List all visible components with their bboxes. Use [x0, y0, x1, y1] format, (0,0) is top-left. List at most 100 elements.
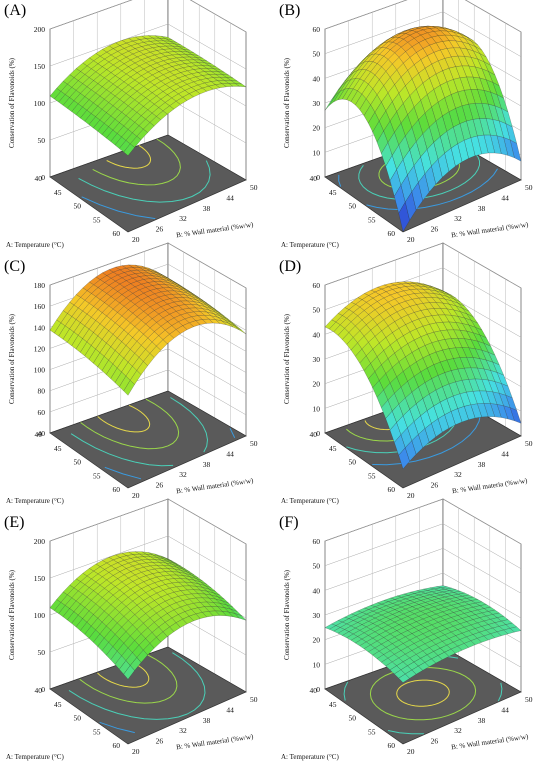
z-tick-label: 0	[41, 173, 45, 182]
z-tick-label: 150	[34, 62, 46, 71]
response-surface	[324, 585, 522, 683]
wall-gridline	[324, 11, 444, 54]
panel-c: 40 60 80 100 120 140 160 180 Conservation of Fla…	[0, 242, 275, 511]
x-tick-label: 50	[74, 202, 82, 211]
y-tick-label: 32	[454, 726, 462, 735]
z-axis-label: Conservation of Flavonoids (%)	[283, 57, 291, 148]
y-tick-label: 38	[203, 204, 211, 213]
wall-gridline	[49, 242, 169, 286]
y-axis-label: B: % Wall material (%w/w)	[176, 733, 255, 752]
y-tick-label: 50	[250, 695, 258, 704]
z-tick-label: 100	[34, 366, 46, 375]
z-tick-label: 160	[34, 302, 46, 311]
wall-gridline	[190, 0, 247, 33]
wall-gridline	[442, 498, 522, 545]
y-tick-label: 50	[525, 695, 533, 704]
y-tick-label: 44	[501, 193, 509, 202]
x-tick-label: 60	[388, 741, 396, 750]
x-tick-label: 50	[74, 714, 82, 723]
contour-line	[81, 196, 156, 220]
contour-line	[97, 404, 151, 433]
x-tick-label: 50	[349, 714, 357, 723]
contour-line	[369, 666, 477, 721]
x-tick-label: 50	[349, 458, 357, 467]
z-tick-label: 10	[313, 404, 321, 413]
z-tick-label: 10	[313, 660, 321, 669]
contour-line	[78, 160, 211, 203]
contour-line	[396, 679, 450, 707]
x-tick-label: 60	[113, 741, 121, 750]
wall-gridline	[442, 572, 522, 619]
z-tick-label: 50	[38, 136, 46, 145]
z-tick-label: 50	[313, 50, 321, 59]
z-tick-label: 180	[34, 281, 46, 290]
z-tick-label: 0	[316, 173, 320, 182]
wall-gridline	[49, 535, 169, 579]
z-tick-label: 40	[313, 74, 321, 83]
contour-line	[70, 397, 209, 467]
surface-cell	[398, 447, 410, 470]
wall-gridline	[49, 369, 169, 413]
z-axis-label: Conservation of Flavonoids (%)	[8, 57, 16, 148]
x-axis-label: A: Temperature (°C)	[281, 753, 339, 761]
wall-gridline	[167, 498, 247, 545]
y-axis-label: B: % Wall material (%w/w)	[176, 477, 255, 496]
wall-gridline	[442, 242, 522, 289]
panel-label: (B)	[279, 2, 301, 19]
z-tick-label: 30	[313, 355, 321, 364]
z-tick-label: 40	[313, 586, 321, 595]
y-tick-label: 38	[478, 204, 486, 213]
z-tick-label: 30	[313, 99, 321, 108]
response-surface	[49, 551, 247, 680]
x-tick-label: 45	[329, 700, 337, 709]
x-axis-label: A: Temperature (°C)	[6, 241, 64, 249]
x-tick-label: 60	[388, 229, 396, 238]
panel-f: 0 10 20 30 40 50 60 Conservation of Flavonoids …	[275, 498, 550, 767]
x-tick-label: 55	[93, 215, 101, 224]
panel-a: 0 50 100 150 200 Conservation of Flavonoids (…	[0, 0, 275, 255]
wall-gridline	[324, 498, 444, 542]
floor-contours	[68, 652, 206, 734]
y-tick-label: 26	[156, 481, 164, 490]
y-tick-label: 50	[250, 439, 258, 448]
wall-gridline	[49, 498, 169, 542]
y-tick-label: 44	[226, 193, 234, 202]
wall-gridline	[167, 97, 247, 144]
z-tick-label: 120	[34, 344, 46, 353]
z-tick-label: 20	[313, 636, 321, 645]
wall-gridline	[167, 369, 247, 416]
y-tick-label: 26	[156, 737, 164, 746]
wall-gridline	[442, 267, 522, 313]
z-tick-label: 50	[313, 562, 321, 571]
surface-plot-d: 0 10 20 30 40 50 60 Conservation of Flavonoids …	[281, 242, 533, 505]
x-tick-label: 45	[329, 444, 337, 453]
z-axis-label: Conservation of Flavonoids (%)	[8, 569, 16, 660]
contour-line	[99, 721, 135, 734]
panel-label: (D)	[279, 258, 302, 275]
contour-line	[92, 138, 181, 186]
y-tick-label: 32	[454, 214, 462, 223]
y-tick-label: 20	[407, 235, 415, 244]
y-tick-label: 38	[203, 716, 211, 725]
z-tick-label: 100	[34, 611, 46, 620]
contour-line	[80, 398, 180, 450]
y-tick-label: 32	[179, 470, 187, 479]
y-tick-label: 32	[179, 214, 187, 223]
x-axis-label: A: Temperature (°C)	[281, 241, 339, 249]
y-axis-label: B: % Wall material (%w/w)	[451, 733, 530, 752]
x-tick-label: 55	[368, 471, 376, 480]
z-tick-label: 80	[38, 387, 46, 396]
x-tick-label: 40	[310, 686, 318, 695]
wall-gridline	[324, 572, 444, 616]
contour-line	[106, 144, 152, 169]
floor-contours	[70, 397, 236, 480]
wall-gridline	[167, 23, 247, 70]
y-tick-label: 50	[525, 183, 533, 192]
y-tick-label: 50	[250, 183, 258, 192]
x-tick-label: 55	[93, 727, 101, 736]
wall-gridline	[324, 0, 408, 30]
x-tick-label: 40	[35, 686, 43, 695]
x-axis-label: A: Temperature (°C)	[6, 753, 64, 761]
surface-plot-e: 0 50 100 150 200 Conservation of Flavonoids (…	[6, 498, 258, 761]
z-axis-label: Conservation of Flavonoids (%)	[8, 313, 16, 404]
